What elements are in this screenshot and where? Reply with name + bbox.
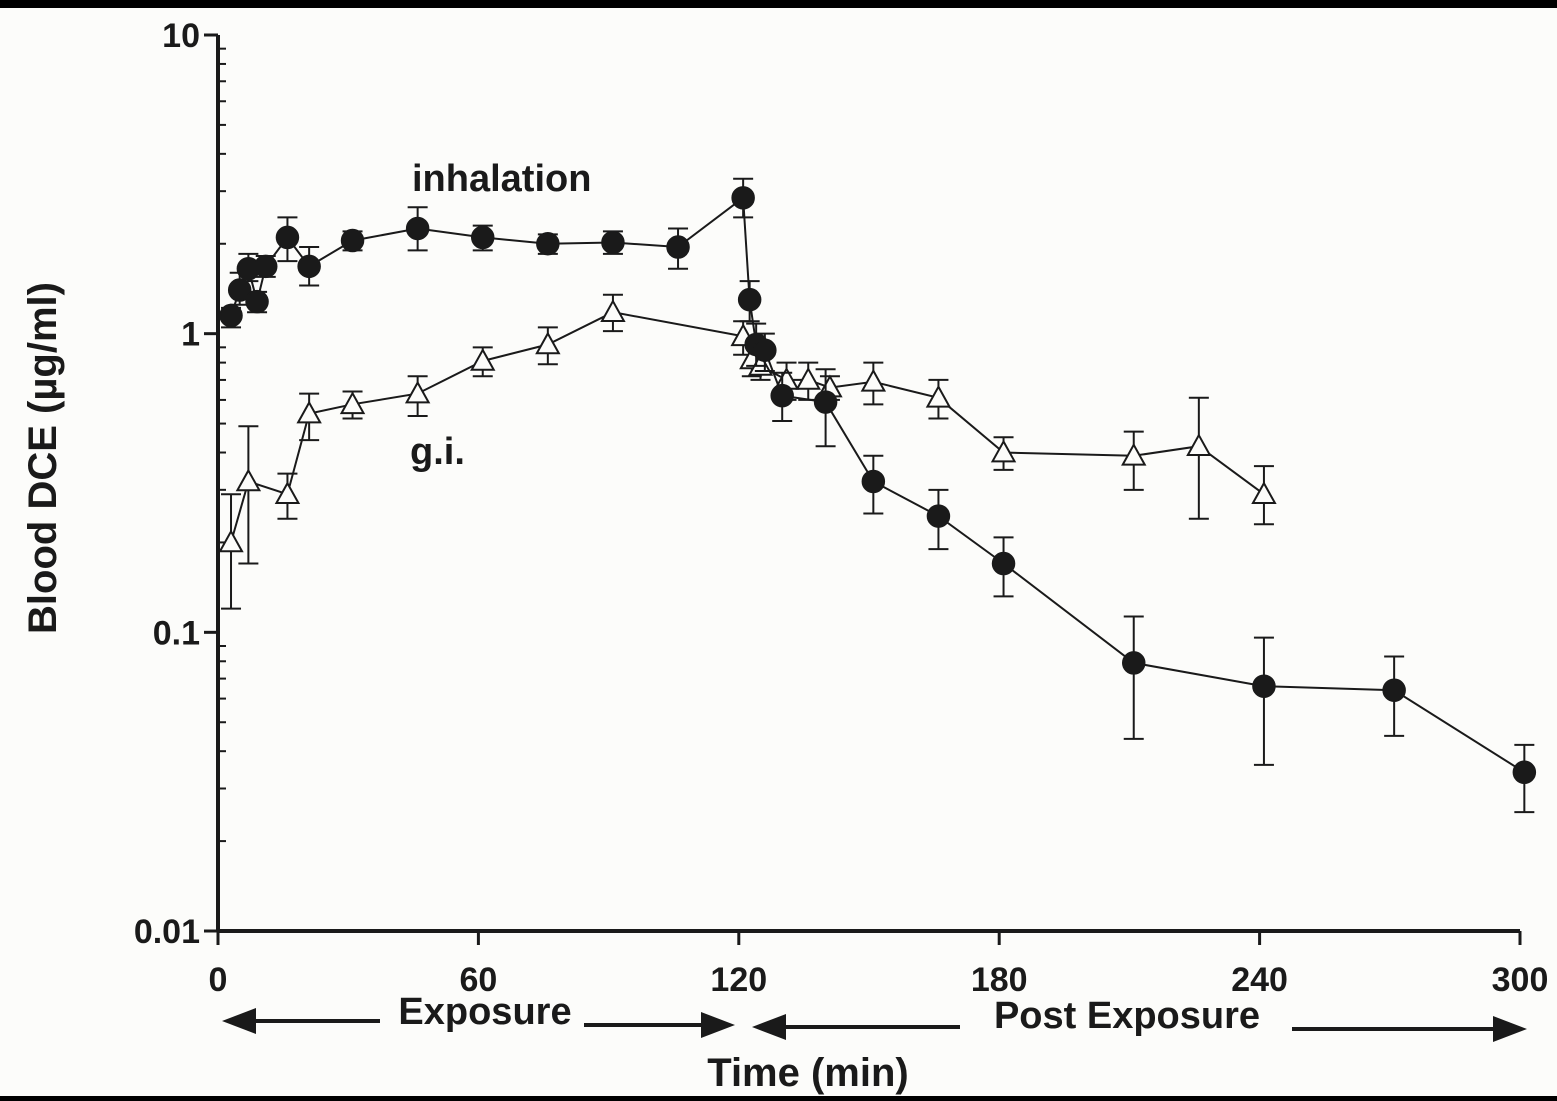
data-point [275, 225, 300, 250]
data-point [227, 278, 252, 302]
data-point [404, 380, 431, 404]
data-point [753, 338, 777, 362]
data-point [1252, 674, 1276, 698]
x-tick-label: 300 [1492, 961, 1549, 999]
data-point [991, 551, 1016, 576]
data-point [470, 225, 495, 250]
y-tick-label: 10 [162, 17, 200, 55]
data-point [1512, 760, 1537, 785]
phase-arrows [222, 1008, 1527, 1042]
series-gi [218, 293, 1277, 610]
data-point [795, 366, 821, 390]
data-point [405, 216, 430, 241]
data-point [731, 186, 755, 210]
data-point [861, 469, 886, 494]
data-point [737, 287, 762, 312]
data-point [535, 331, 561, 355]
y-tick-label: 0.01 [134, 913, 200, 951]
data-point [747, 352, 774, 376]
y-axis-title: Blood DCE (µg/ml) [21, 282, 65, 634]
x-tick-label: 180 [971, 961, 1028, 999]
series-label-inhalation: inhalation [412, 158, 591, 200]
post-exposure-arrow-left-head [752, 1014, 786, 1040]
data-point [860, 368, 887, 392]
data-point [1251, 481, 1277, 505]
data-point [990, 439, 1017, 463]
data-point [296, 400, 322, 424]
x-tick-label: 0 [209, 961, 228, 999]
data-point [813, 390, 838, 414]
data-point [297, 254, 321, 279]
data-point [253, 254, 278, 279]
data-point [1186, 433, 1212, 456]
x-tick-label: 240 [1231, 961, 1288, 999]
data-point [1382, 678, 1406, 702]
exposure-arrow-left-head [222, 1008, 256, 1034]
exposure-arrow-right-head [701, 1012, 735, 1038]
data-point [219, 303, 243, 328]
data-point [925, 384, 952, 408]
series-inhalation [219, 177, 1537, 814]
data-point [666, 235, 690, 259]
data-point [339, 391, 366, 415]
data-point [770, 383, 794, 408]
x-axis-title: Time (min) [707, 1051, 909, 1095]
data-point [536, 232, 560, 256]
data-point [218, 529, 244, 553]
x-tick-label: 120 [710, 961, 767, 999]
data-point [1121, 651, 1146, 675]
post-exposure-arrow-right-head [1493, 1016, 1527, 1042]
data-point [340, 228, 365, 253]
exposure-label: Exposure [398, 991, 571, 1033]
data-point [235, 468, 262, 492]
series-label-gi: g.i. [410, 431, 465, 473]
post-exposure-label: Post Exposure [994, 995, 1260, 1037]
data-point [926, 504, 951, 528]
data-point [600, 299, 626, 322]
y-tick-label: 1 [181, 316, 200, 354]
x-tick-label: 60 [459, 961, 497, 999]
axes [216, 35, 1520, 933]
y-tick-label: 0.1 [153, 614, 200, 652]
data-point [470, 347, 496, 371]
data-point [601, 230, 625, 255]
tick-layer: 0 60 120 180 240 300 0.01 0.1 1 10 [134, 17, 1549, 999]
series-layer [218, 177, 1537, 814]
data-point [245, 289, 269, 314]
data-point [274, 481, 301, 505]
data-point [1121, 442, 1147, 466]
chart: 0 60 120 180 240 300 0.01 0.1 1 10 inhalation g.i… [21, 17, 1549, 1095]
